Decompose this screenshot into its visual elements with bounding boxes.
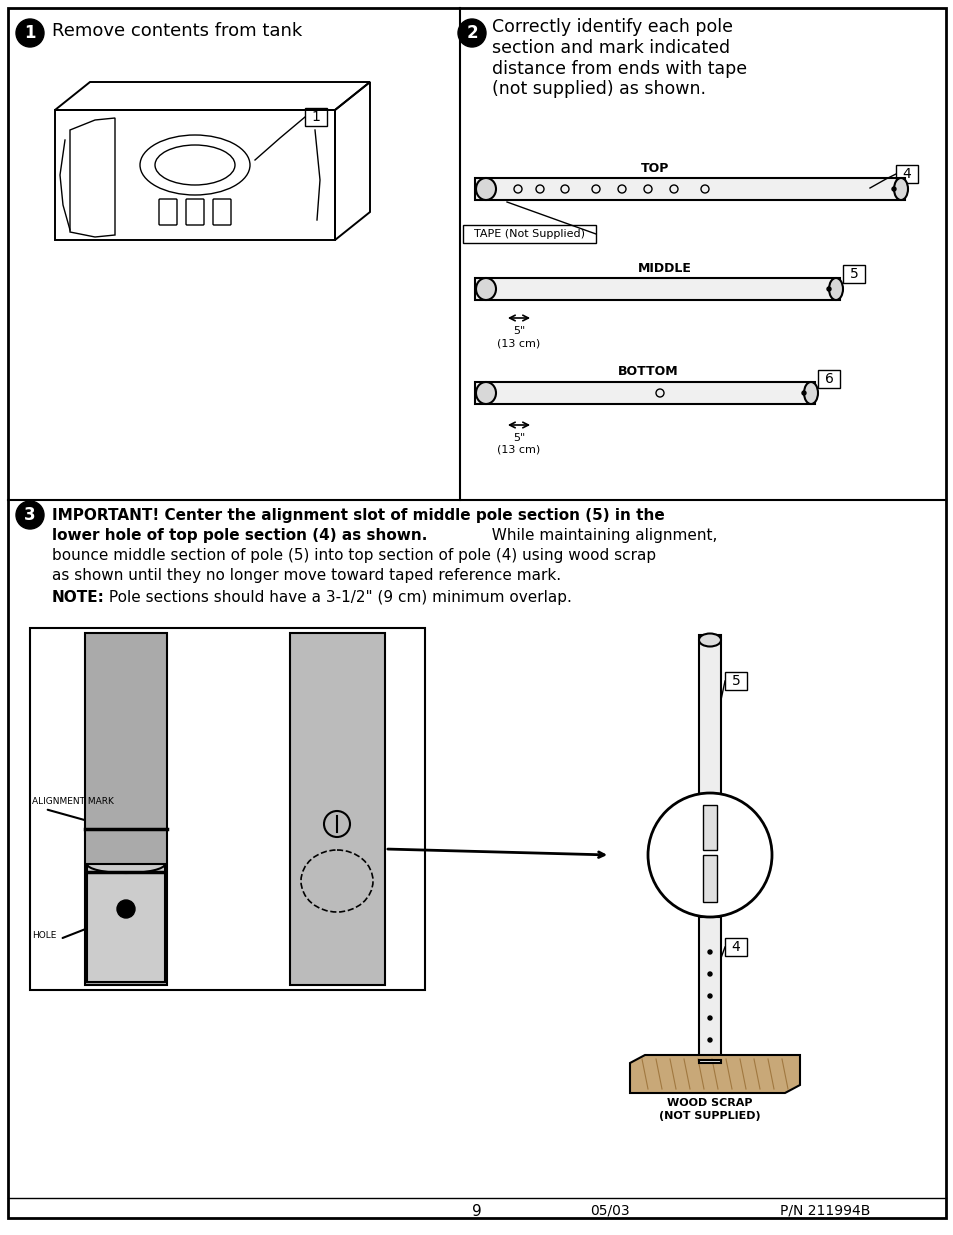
Bar bbox=[462, 225, 596, 243]
Text: 9: 9 bbox=[472, 1204, 481, 1219]
Polygon shape bbox=[629, 1055, 800, 1093]
Circle shape bbox=[457, 19, 485, 47]
Text: 5: 5 bbox=[849, 267, 858, 282]
Bar bbox=[699, 635, 720, 815]
Ellipse shape bbox=[476, 382, 496, 404]
Text: as shown until they no longer move toward taped reference mark.: as shown until they no longer move towar… bbox=[52, 568, 560, 583]
Text: 1: 1 bbox=[24, 23, 35, 42]
Bar bbox=[699, 918, 720, 1060]
Text: 1: 1 bbox=[312, 110, 320, 124]
Bar bbox=[724, 939, 746, 956]
Text: 05/03: 05/03 bbox=[589, 1204, 629, 1218]
Bar bbox=[305, 107, 327, 126]
Text: Remove contents from tank: Remove contents from tank bbox=[52, 22, 302, 40]
Ellipse shape bbox=[803, 382, 817, 404]
Bar bbox=[702, 805, 717, 850]
Bar bbox=[702, 855, 717, 902]
Text: 2: 2 bbox=[466, 23, 477, 42]
Text: IMPORTANT! Center the alignment slot of middle pole section (5) in the: IMPORTANT! Center the alignment slot of … bbox=[52, 508, 664, 522]
Ellipse shape bbox=[117, 900, 135, 918]
Text: 5: 5 bbox=[731, 674, 740, 688]
Ellipse shape bbox=[893, 178, 907, 200]
Text: MIDDLE: MIDDLE bbox=[638, 262, 691, 275]
Text: HOLE: HOLE bbox=[32, 931, 56, 940]
Text: WOOD SCRAP: WOOD SCRAP bbox=[666, 1098, 752, 1108]
Text: (13 cm): (13 cm) bbox=[497, 338, 540, 348]
Circle shape bbox=[891, 186, 895, 191]
Bar bbox=[87, 864, 165, 982]
Text: bounce middle section of pole (5) into top section of pole (4) using wood scrap: bounce middle section of pole (5) into t… bbox=[52, 548, 656, 563]
Circle shape bbox=[16, 19, 44, 47]
Text: ALIGNMENT MARK: ALIGNMENT MARK bbox=[32, 797, 113, 806]
Text: (NOT SUPPLIED): (NOT SUPPLIED) bbox=[659, 1112, 760, 1121]
Bar bbox=[895, 165, 917, 183]
Bar bbox=[817, 370, 840, 388]
Circle shape bbox=[16, 501, 44, 529]
Text: 6: 6 bbox=[823, 372, 833, 387]
Bar bbox=[475, 382, 814, 404]
Bar bbox=[167, 634, 290, 986]
Circle shape bbox=[801, 391, 805, 395]
Text: lower hole of top pole section (4) as shown.: lower hole of top pole section (4) as sh… bbox=[52, 529, 427, 543]
Circle shape bbox=[647, 793, 771, 918]
Circle shape bbox=[707, 1016, 711, 1020]
Ellipse shape bbox=[476, 278, 496, 300]
Text: TOP: TOP bbox=[640, 162, 668, 175]
Text: TAPE (Not Supplied): TAPE (Not Supplied) bbox=[474, 228, 585, 240]
Text: 5": 5" bbox=[513, 433, 524, 443]
Circle shape bbox=[707, 950, 711, 953]
Circle shape bbox=[707, 994, 711, 998]
Circle shape bbox=[707, 972, 711, 976]
Bar bbox=[475, 178, 904, 200]
Ellipse shape bbox=[476, 178, 496, 200]
Bar bbox=[724, 672, 746, 690]
Text: P/N 211994B: P/N 211994B bbox=[780, 1204, 869, 1218]
Bar bbox=[699, 1060, 720, 1063]
Ellipse shape bbox=[828, 278, 842, 300]
Text: BOTTOM: BOTTOM bbox=[617, 366, 678, 378]
Circle shape bbox=[707, 1037, 711, 1042]
Text: Pole sections should have a 3-1/2" (9 cm) minimum overlap.: Pole sections should have a 3-1/2" (9 cm… bbox=[104, 590, 571, 605]
Text: (13 cm): (13 cm) bbox=[497, 445, 540, 454]
Text: 3: 3 bbox=[24, 506, 36, 524]
Text: 4: 4 bbox=[902, 167, 910, 182]
Bar bbox=[290, 634, 385, 986]
Text: 5": 5" bbox=[513, 326, 524, 336]
Bar bbox=[842, 266, 864, 283]
Bar bbox=[30, 629, 424, 990]
Text: Correctly identify each pole
section and mark indicated
distance from ends with : Correctly identify each pole section and… bbox=[492, 19, 746, 99]
Bar bbox=[475, 278, 840, 300]
Ellipse shape bbox=[699, 634, 720, 646]
Bar bbox=[85, 634, 167, 986]
Text: While maintaining alignment,: While maintaining alignment, bbox=[481, 529, 717, 543]
Circle shape bbox=[826, 287, 830, 291]
Text: NOTE:: NOTE: bbox=[52, 590, 105, 605]
Text: 4: 4 bbox=[731, 940, 740, 953]
